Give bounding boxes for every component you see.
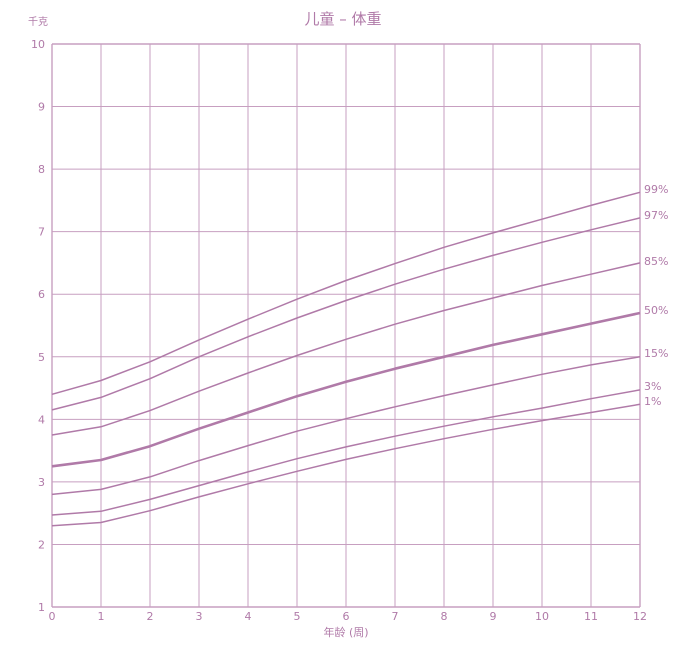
x-tick-label: 12 [633, 610, 647, 623]
x-tick-label: 7 [392, 610, 399, 623]
percentile-line [51, 403, 641, 527]
x-axis-label: 年龄 (周) [323, 625, 368, 639]
x-tick-label: 9 [490, 610, 497, 623]
chart-title: 儿童 – 体重 [304, 10, 381, 28]
grid [51, 43, 641, 608]
series-lines [51, 191, 641, 527]
y-tick-label: 2 [38, 538, 45, 551]
y-axis-label: 千克 [28, 16, 48, 28]
series-label: 15% [644, 347, 668, 360]
y-tick-label: 7 [38, 226, 45, 239]
series-label: 3% [644, 380, 661, 393]
x-tick-label: 11 [584, 610, 598, 623]
percentile-line [51, 356, 641, 496]
series-label: 97% [644, 209, 668, 222]
x-tick-label: 6 [343, 610, 350, 623]
y-tick-label: 9 [38, 101, 45, 114]
y-tick-label: 1 [38, 601, 45, 614]
x-tick-label: 2 [147, 610, 154, 623]
y-tick-label: 8 [38, 163, 45, 176]
percentile-line [51, 389, 641, 516]
x-tick-label: 8 [441, 610, 448, 623]
x-tick-label: 3 [196, 610, 203, 623]
y-tick-label: 5 [38, 351, 45, 364]
percentile-line [51, 217, 641, 411]
percentile-line [51, 191, 641, 396]
y-tick-label: 6 [38, 288, 45, 301]
percentile-line [51, 311, 641, 468]
x-tick-label: 10 [535, 610, 549, 623]
percentile-line [51, 262, 641, 436]
y-tick-label: 10 [31, 38, 45, 51]
series-label: 50% [644, 304, 668, 317]
y-tick-label: 4 [38, 413, 45, 426]
series-label: 1% [644, 395, 661, 408]
x-tick-label: 4 [245, 610, 252, 623]
y-tick-label: 3 [38, 476, 45, 489]
series-label: 85% [644, 255, 668, 268]
x-tick-label: 1 [98, 610, 105, 623]
series-labels: 99% 97% 85% 50% 15% 3% 1% [644, 183, 668, 408]
series-label: 99% [644, 183, 668, 196]
x-tick-label: 5 [294, 610, 301, 623]
x-tick-label: 0 [49, 610, 56, 623]
